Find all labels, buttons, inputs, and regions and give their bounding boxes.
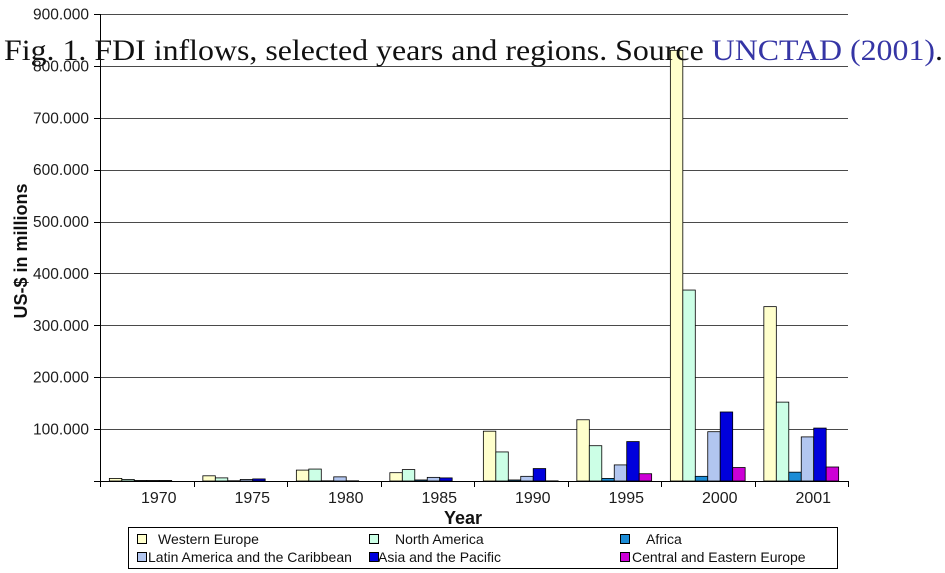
x-tick-label: 2000 [702,490,738,507]
bar-asia-and-the-pacific-1985 [439,477,453,482]
y-tick-label: 500.000 [33,214,89,231]
bar-africa-2001 [788,471,802,482]
bar-africa-1995 [601,478,615,482]
legend-label-western-europe: Western Europe [158,531,259,547]
bar-western-europe-1985 [389,472,403,482]
bar-western-europe-1975 [202,475,216,482]
legend-swatch-asia-and-the-pacific [369,552,379,562]
bar-western-europe-1980 [295,469,310,482]
legend-label-asia-and-the-pacific: Asia and the Pacific [378,549,501,565]
bar-north-america-1985 [401,469,416,482]
tick-labels: 100.000 200.000 300.000 400.000 500.000 600.0… [33,7,831,508]
legend-box [128,527,838,569]
x-tick-label: 1995 [608,490,644,507]
bar-latin-america-and-the-caribbean-2001 [800,436,815,482]
bar-asia-and-the-pacific-2001 [813,427,827,482]
legend-label-north-america: North America [395,531,484,547]
bar-africa-1990 [507,479,522,482]
bar-north-america-1975 [214,477,229,482]
bar-asia-and-the-pacific-1975 [252,478,266,482]
legend-swatch-central-and-eastern-europe [620,552,630,562]
y-tick-label: 200.000 [33,370,89,387]
x-tick-label: 1990 [515,490,551,507]
bar-western-europe-2001 [763,306,777,482]
y-tick-label: 100.000 [33,422,89,439]
y-tick-label: 300.000 [33,318,89,335]
legend-swatch-africa [620,534,630,544]
bar-asia-and-the-pacific-1995 [626,441,640,482]
caption-period: . [935,34,943,67]
legend-swatch-latin-america-and-the-caribbean [137,552,147,562]
bar-north-america-2000 [682,289,696,482]
legend-swatch-western-europe [137,534,147,544]
y-tick-label: 800.000 [33,58,89,75]
y-tick-label: 700.000 [33,110,89,127]
bar-central-and-eastern-europe-2001 [825,466,840,482]
bar-western-europe-2000 [669,49,684,482]
legend-label-africa: Africa [646,531,682,547]
bar-central-and-eastern-europe-2000 [732,467,746,482]
x-tick-label: 2001 [795,490,831,507]
bar-asia-and-the-pacific-2000 [719,411,734,482]
bar-north-america-1970 [121,479,135,482]
axes [94,14,849,487]
figure-caption: Fig. 1. FDI inflows, selected years and … [4,34,943,67]
bar-latin-america-and-the-caribbean-1975 [239,479,254,482]
bar-latin-america-and-the-caribbean-1995 [613,464,628,482]
bar-north-america-2001 [775,401,790,482]
caption-text: Fig. 1. FDI inflows, selected years and … [4,34,712,67]
bar-latin-america-and-the-caribbean-2000 [707,431,721,482]
y-axis-label: US-$ in millions [11,183,31,318]
bar-latin-america-and-the-caribbean-1990 [520,475,534,482]
caption-source-link[interactable]: UNCTAD (2001) [712,34,935,67]
bar-africa-2000 [694,475,709,482]
gridlines [100,14,848,430]
y-tick-label: 600.000 [33,162,89,179]
legend: Western Europe North America Africa Latin A… [128,527,838,569]
y-tick-label: 400.000 [33,266,89,283]
bar-north-america-1980 [308,468,322,482]
legend-label-central-and-eastern-europe: Central and Eastern Europe [632,549,806,565]
x-axis-label: Year [444,508,482,528]
y-tick-label: 900.000 [33,7,89,24]
bar-africa-1985 [414,479,428,482]
bar-asia-and-the-pacific-1970 [158,480,173,482]
bar-north-america-1995 [588,445,603,482]
x-tick-label: 1985 [421,490,457,507]
bars [108,49,840,482]
x-tick-label: 1970 [141,490,177,507]
bar-western-europe-1995 [576,419,590,482]
bar-asia-and-the-pacific-1990 [532,468,547,482]
bar-central-and-eastern-europe-1995 [638,473,653,482]
bar-latin-america-and-the-caribbean-1985 [426,476,441,482]
x-tick-label: 1975 [234,490,270,507]
bar-latin-america-and-the-caribbean-1970 [146,480,160,482]
bar-latin-america-and-the-caribbean-1980 [333,476,347,482]
bar-western-europe-1970 [108,478,123,482]
x-tick-label: 1980 [328,490,364,507]
legend-label-latin-america-and-the-caribbean: Latin America and the Caribbean [148,549,352,565]
bar-africa-1970 [133,480,148,482]
legend-swatch-north-america [369,534,379,544]
bar-western-europe-1990 [482,430,497,482]
bar-north-america-1990 [495,451,509,482]
